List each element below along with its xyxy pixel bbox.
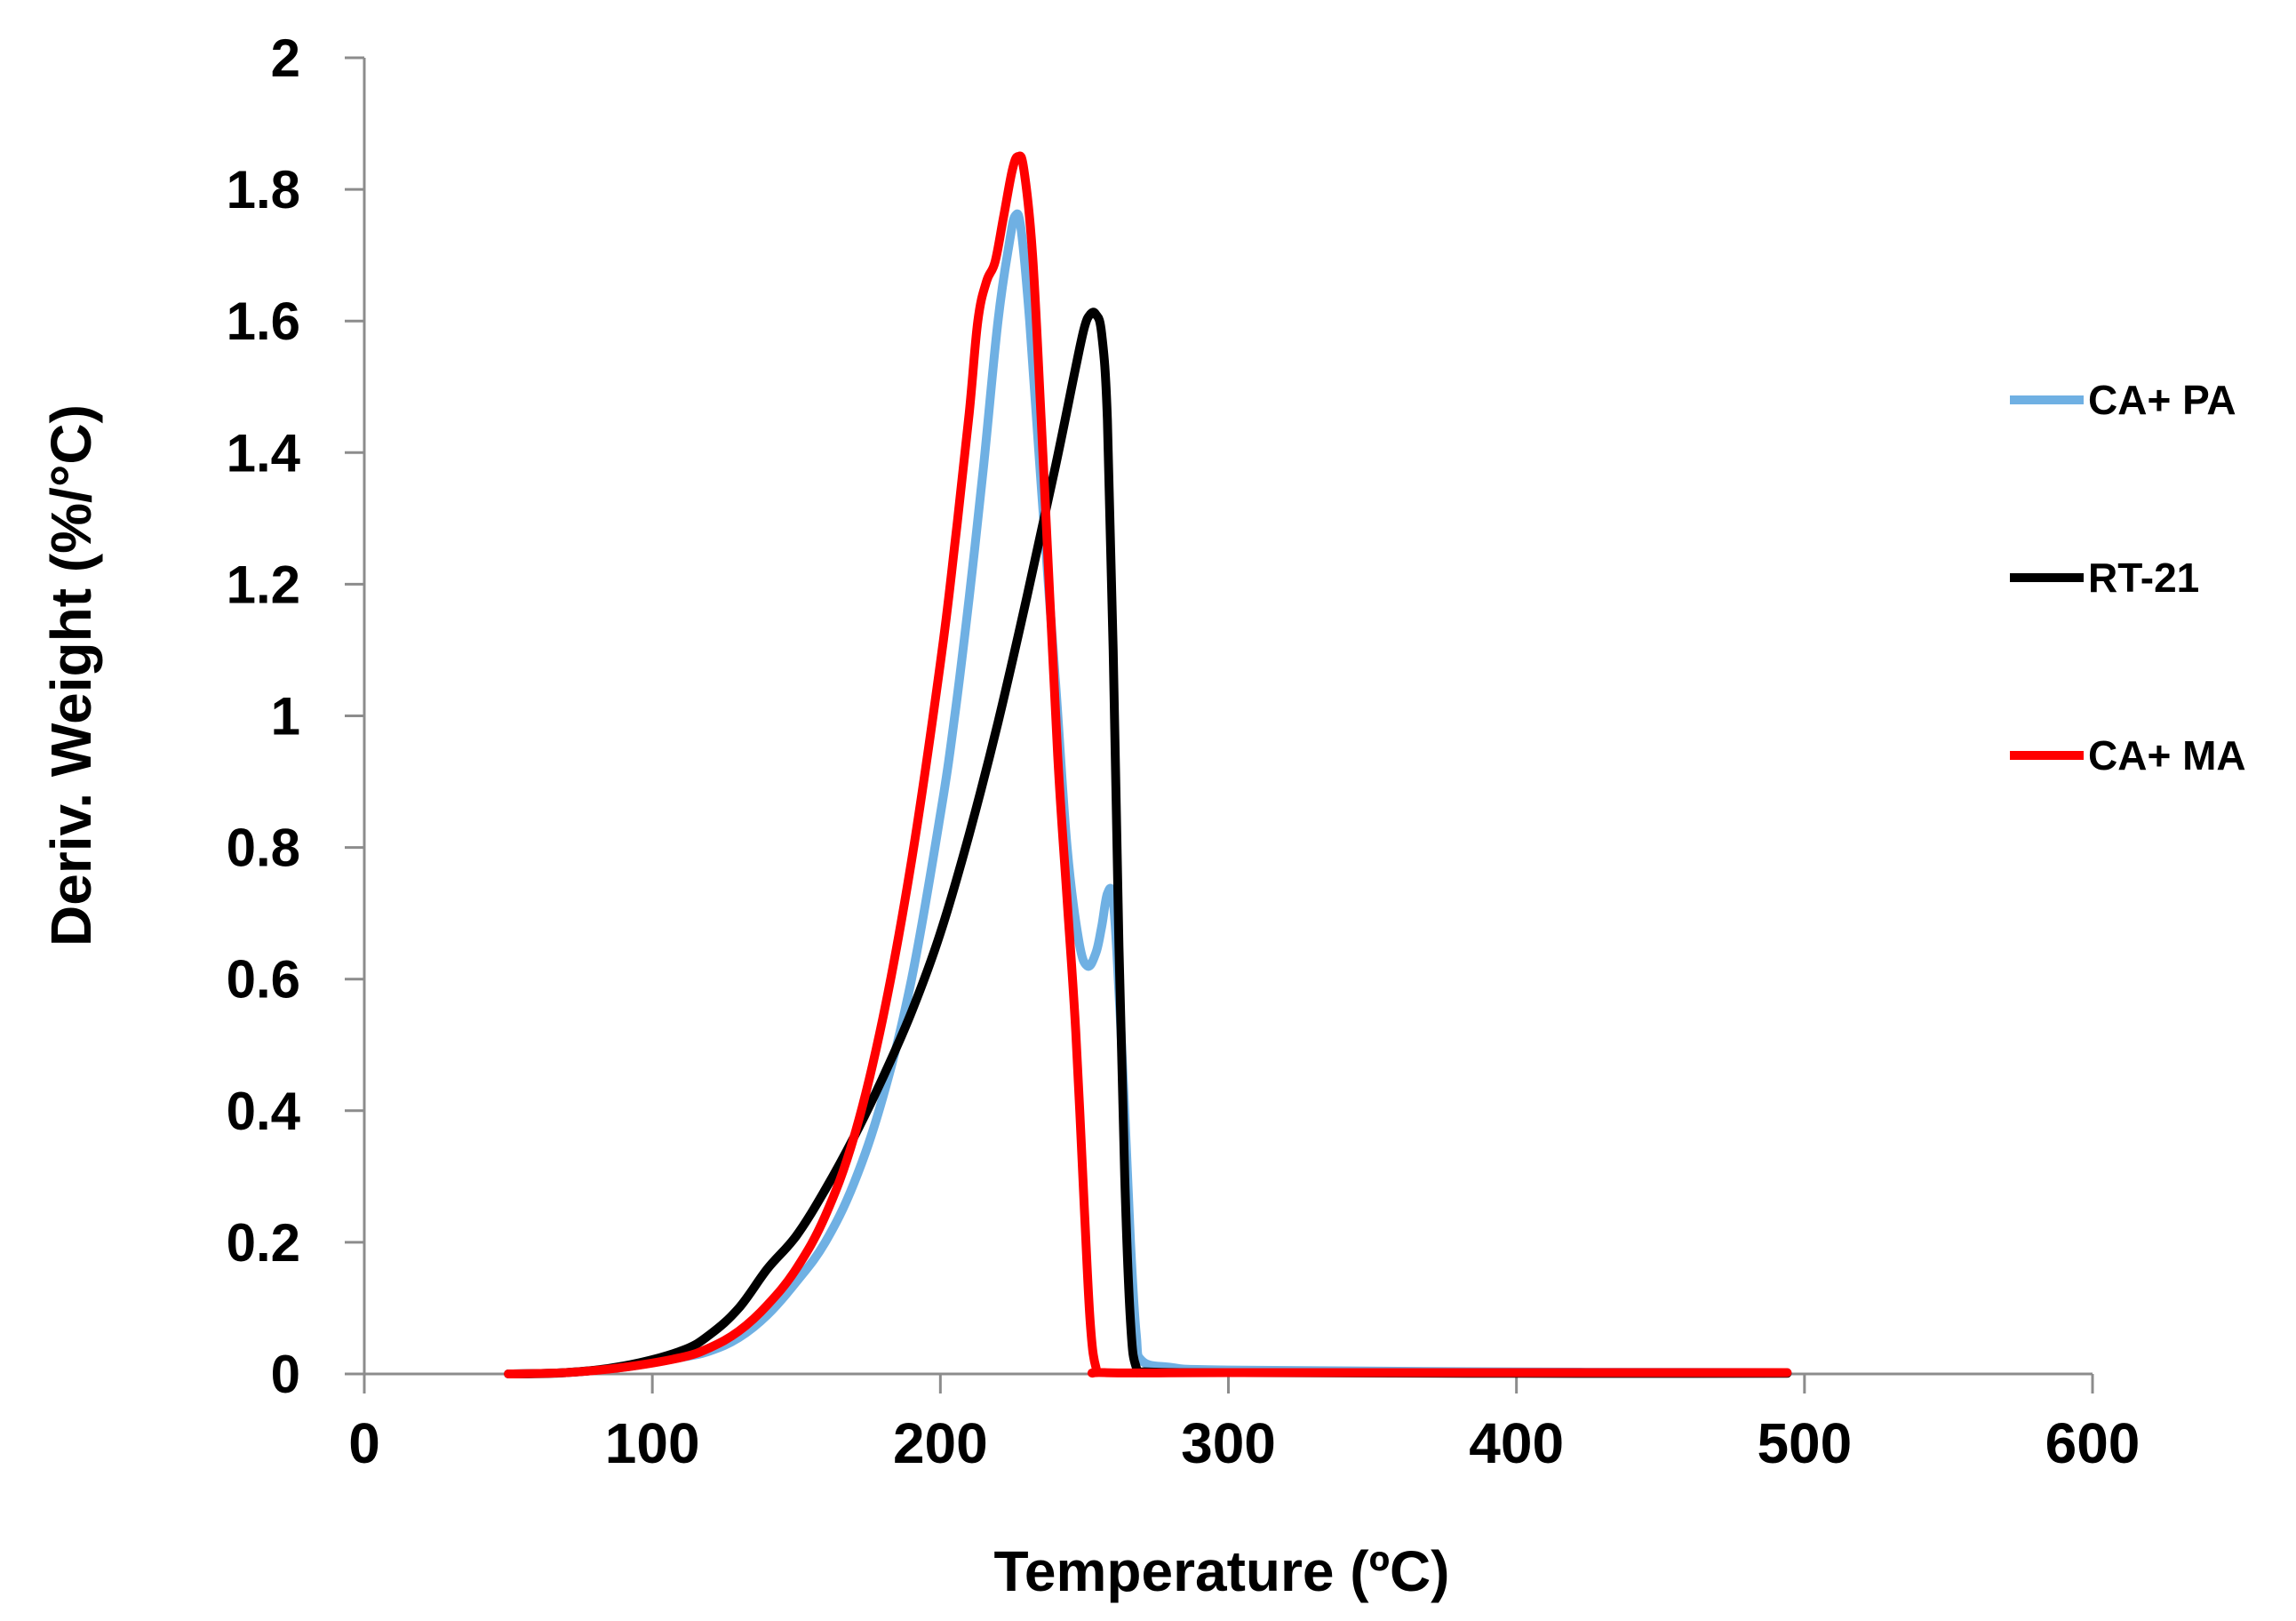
- y-tick-label: 1.2: [227, 555, 300, 614]
- x-tick-label: 200: [893, 1411, 988, 1475]
- legend-label: RT-21: [2088, 555, 2199, 601]
- series-line-ca-pa: [504, 209, 1792, 1378]
- y-tick-label: 1.6: [227, 291, 300, 351]
- x-tick-label: 100: [605, 1411, 700, 1475]
- y-tick-label: 0: [271, 1345, 300, 1404]
- y-tick-label: 0.6: [227, 950, 300, 1010]
- y-tick-label: 1.4: [227, 423, 301, 483]
- x-tick-label: 600: [2045, 1411, 2141, 1475]
- y-axis-title: Deriv. Weight (%/°C): [39, 404, 103, 946]
- y-tick-label: 1.8: [227, 160, 300, 220]
- legend-label: CA+ MA: [2088, 732, 2246, 779]
- series-line-rt-21: [504, 307, 1792, 1378]
- y-tick-label: 0.8: [227, 818, 300, 878]
- legend-item-rt-21: RT-21: [2010, 555, 2199, 601]
- x-tick-label: 400: [1469, 1411, 1564, 1475]
- legend-item-ca-pa: CA+ PA: [2010, 377, 2236, 423]
- legend-item-ca-ma: CA+ MA: [2010, 732, 2246, 779]
- y-ticks: 0 0.2 0.4 0.6 0.8 1 1.2 1.4 1.6 1.8 2: [227, 28, 364, 1404]
- y-tick-label: 0.2: [227, 1213, 300, 1273]
- y-tick-label: 1: [271, 687, 300, 747]
- x-tick-label: 300: [1181, 1411, 1276, 1475]
- series-group: [504, 151, 1792, 1378]
- legend-label: CA+ PA: [2088, 377, 2236, 423]
- legend: CA+ PA RT-21 CA+ MA: [2010, 377, 2246, 779]
- x-ticks: 0 100 200 300 400 500 600: [348, 1374, 2140, 1475]
- y-tick-label: 2: [271, 28, 300, 88]
- axes: [363, 58, 2093, 1376]
- x-tick-label: 0: [348, 1411, 380, 1475]
- series-line-ca-ma: [504, 151, 1792, 1378]
- y-tick-label: 0.4: [227, 1082, 301, 1141]
- x-axis-title: Temperature (ºC): [994, 1539, 1450, 1603]
- x-tick-label: 500: [1757, 1411, 1852, 1475]
